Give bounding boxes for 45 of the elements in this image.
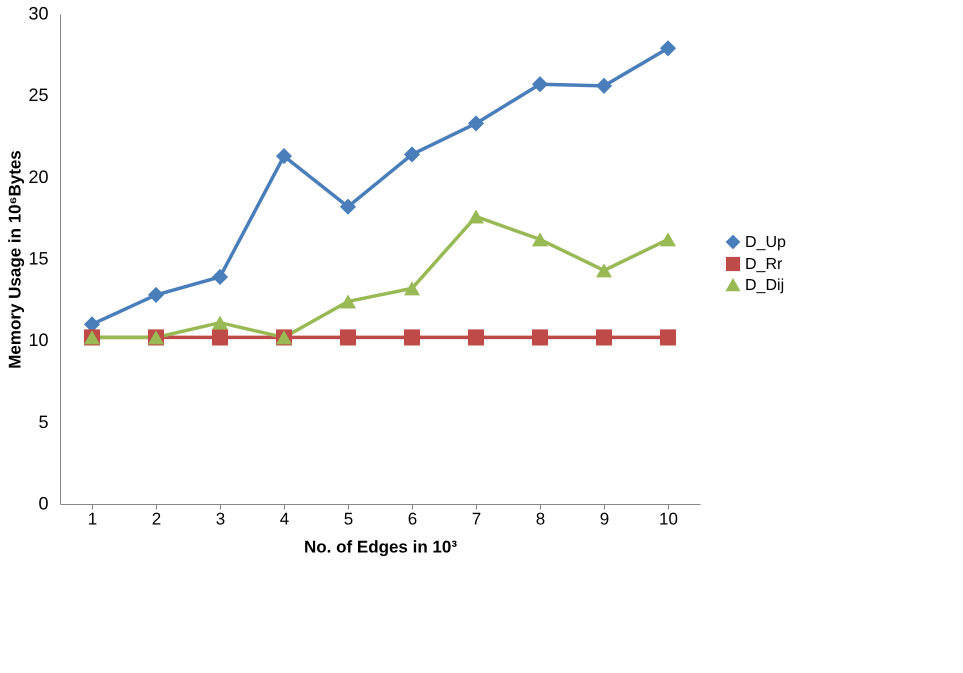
x-tick-label: 2 [152,510,162,528]
point [340,198,356,215]
point [212,316,228,330]
x-axis-title: No. of Edges in 10³ [304,538,458,556]
point [660,232,676,246]
point [340,294,356,308]
point [340,329,356,346]
y-tick-label: 15 [28,248,48,268]
point [468,115,484,132]
y-tick-label: 5 [38,412,48,432]
point [404,281,420,296]
y-tick-label: 0 [38,494,48,514]
legend-label: D_Dij [745,277,784,294]
point [404,329,420,346]
x-tick-label: 9 [600,510,610,528]
point [404,146,420,163]
x-tick-label: 1 [88,510,98,528]
point [532,329,548,346]
point [276,148,292,164]
point [660,40,676,56]
point [532,76,548,92]
point [532,232,548,246]
x-tick-label: 4 [280,510,290,528]
y-tick-label: 30 [28,4,48,24]
y-tick-label: 20 [28,166,48,187]
point [212,329,228,346]
x-tick-label: 10 [659,510,678,528]
y-tick-label: 25 [28,85,48,106]
legend-label: D_Rr [745,256,784,273]
y-tick-label: 10 [28,330,48,350]
x-tick-label: 7 [472,510,482,528]
point [468,329,484,346]
point [212,268,228,286]
point [660,329,676,346]
legend-label: D_Up [745,234,786,251]
x-tick-label: 5 [344,510,354,528]
x-tick-label: 6 [408,510,418,528]
x-tick-label: 3 [216,510,226,528]
point [596,329,612,346]
point [596,263,612,278]
point [468,210,484,224]
y-axis-title: Memory Usage in 10⁶Bytes [5,150,24,369]
x-tick-label: 8 [536,510,546,528]
point [148,286,164,303]
point [596,78,612,94]
